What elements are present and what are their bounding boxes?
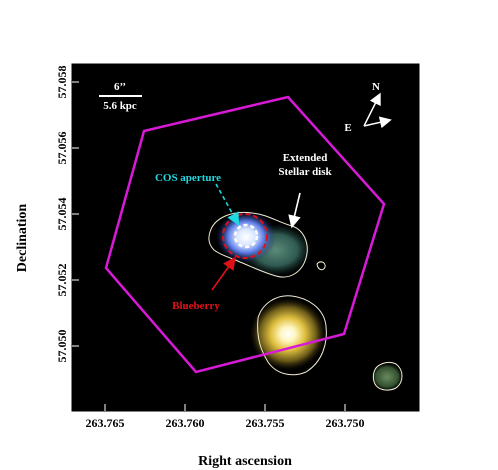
small-contour [316,261,326,271]
x-axis-title: Right ascension [198,454,292,469]
blueberry-label: Blueberry [172,300,220,312]
x-tick-marks [104,404,346,411]
y-tick-label: 57.058 [55,66,69,99]
faint-source-glow [371,363,403,391]
y-tick-label: 57.052 [55,264,69,297]
extended-disk-arrow [288,192,301,229]
scale-bar: 6’’ 5.6 kpc [99,81,142,112]
blueberry-region [222,213,268,259]
x-tick-label: 263.750 [326,416,365,430]
axes-frame [71,63,420,412]
y-tick-label: 57.050 [55,330,69,363]
cos-aperture-circle [233,223,259,249]
y-axis-title: Declination [15,204,30,273]
scale-bar-physical-label: 5.6 kpc [103,100,137,112]
compass-east-arrow [363,116,392,129]
extended-disk-label-line2: Stellar disk [278,166,332,178]
cos-aperture-label: COS aperture [155,172,221,184]
extended-disk-label-line1: Extended [283,152,328,164]
blueberry-arrow [211,256,236,291]
faint-source-contour [372,361,403,391]
y-tick-label: 57.056 [55,132,69,165]
x-tick-label: 263.755 [246,416,285,430]
instrument-footprint [104,95,386,374]
y-tick-marks [72,81,79,347]
companion-contour [257,295,327,376]
scale-bar-angle-label: 6’’ [114,81,126,93]
companion-galaxy-glow [250,298,326,370]
blueberry-contour [208,211,308,278]
compass-north-label: N [372,81,380,93]
y-tick-label: 57.054 [55,198,69,231]
x-tick-label: 263.760 [166,416,205,430]
compass-east-label: E [344,122,351,134]
compass-north-arrow [363,92,381,127]
x-tick-label: 263.765 [86,416,125,430]
compass: N E [344,81,392,134]
